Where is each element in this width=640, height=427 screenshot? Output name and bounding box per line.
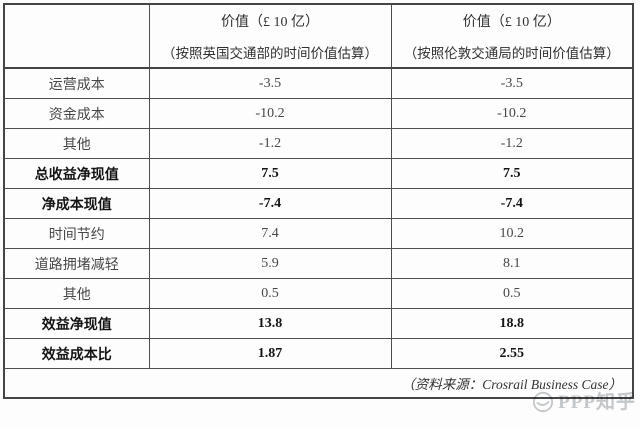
value-cell-tfl: 2.55 <box>390 338 634 369</box>
value-cell-tfl: 18.8 <box>390 308 634 339</box>
row-label: 效益成本比 <box>3 338 150 369</box>
value-cell-dft: 0.5 <box>148 278 392 309</box>
column-title: 价值（£ 10 亿） <box>221 14 319 30</box>
value-cell-tfl: -1.2 <box>390 128 634 159</box>
source-note: （资料来源：Crosrail Business Case） <box>3 368 634 399</box>
row-label: 净成本现值 <box>3 188 150 219</box>
value-cell-dft: 1.87 <box>148 338 392 369</box>
row-label: 时间节约 <box>3 218 150 249</box>
value-cell-tfl: 7.5 <box>390 158 634 189</box>
value-cell-dft: 7.4 <box>148 218 392 249</box>
value-cell-dft: 7.5 <box>148 158 392 189</box>
value-cell-tfl: -7.4 <box>390 188 634 219</box>
column-subtitle: （按照伦敦交通局的时间价值估算） <box>403 45 620 61</box>
table-row: 其他 -1.2 -1.2 <box>3 128 634 159</box>
column-header-tfl: 价值（£ 10 亿） （按照伦敦交通局的时间价值估算） <box>390 3 634 69</box>
corner-cell <box>3 3 150 69</box>
value-cell-dft: -3.5 <box>148 67 392 99</box>
ppp-zhihu-logo-icon <box>533 391 554 413</box>
table-row: 其他 0.5 0.5 <box>3 278 634 309</box>
value-cell-tfl: -3.5 <box>390 67 634 99</box>
table-row: 时间节约 7.4 10.2 <box>3 218 634 249</box>
row-label: 道路拥堵减轻 <box>3 248 150 279</box>
value-cell-dft: 13.8 <box>148 308 392 339</box>
row-label: 其他 <box>3 278 150 309</box>
row-label: 资金成本 <box>3 98 150 129</box>
value-cell-dft: -7.4 <box>148 188 392 219</box>
value-cell-dft: 5.9 <box>148 248 392 279</box>
column-subtitle: （按照英国交通部的时间价值估算） <box>162 45 378 61</box>
value-cell-tfl: -10.2 <box>390 98 634 129</box>
table-row: 资金成本 -10.2 -10.2 <box>3 98 634 129</box>
value-cell-tfl: 0.5 <box>390 278 634 309</box>
table-row: 效益成本比 1.87 2.55 <box>3 338 634 369</box>
table-row: 道路拥堵减轻 5.9 8.1 <box>3 248 634 279</box>
row-label: 总收益净现值 <box>3 158 150 189</box>
watermark: PPP知乎 <box>532 389 636 415</box>
row-label: 效益净现值 <box>3 308 150 339</box>
column-header-uk-dft: 价值（£ 10 亿） （按照英国交通部的时间价值估算） <box>148 3 392 69</box>
benefit-cost-table: 价值（£ 10 亿） （按照英国交通部的时间价值估算） 价值（£ 10 亿） （… <box>3 3 634 399</box>
table-row: 总收益净现值 7.5 7.5 <box>3 158 634 189</box>
table-row: 运营成本 -3.5 -3.5 <box>3 67 634 99</box>
row-label: 其他 <box>3 128 150 159</box>
row-label: 运营成本 <box>3 67 150 99</box>
table-row: 效益净现值 13.8 18.8 <box>3 308 634 339</box>
column-title: 价值（£ 10 亿） <box>462 14 561 30</box>
watermark-text: PPP知乎 <box>558 391 636 413</box>
source-row: （资料来源：Crosrail Business Case） <box>3 368 634 399</box>
value-cell-tfl: 10.2 <box>390 218 634 249</box>
value-cell-dft: -10.2 <box>148 98 392 129</box>
header-row: 价值（£ 10 亿） （按照英国交通部的时间价值估算） 价值（£ 10 亿） （… <box>3 3 634 69</box>
table-row: 净成本现值 -7.4 -7.4 <box>3 188 634 219</box>
value-cell-dft: -1.2 <box>148 128 392 159</box>
value-cell-tfl: 8.1 <box>390 248 634 279</box>
